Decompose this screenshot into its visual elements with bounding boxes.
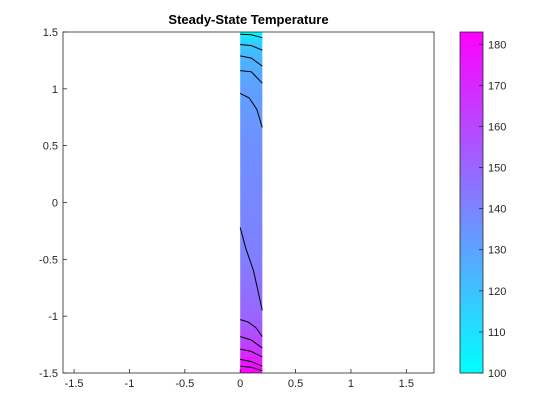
colorbar-tick-label: 130 <box>488 245 506 257</box>
contour-lines <box>239 33 263 372</box>
x-tick-label: 1 <box>348 378 354 390</box>
contour-line <box>240 336 263 349</box>
y-axis: -1.5 -1 -0.5 0 0.5 1 1.5 <box>39 27 67 380</box>
contour-line <box>240 348 263 358</box>
colorbar-tick-label: 110 <box>488 327 506 339</box>
y-tick-label: -1 <box>48 311 58 323</box>
contour-line <box>240 365 263 372</box>
colorbar-tick-label: 150 <box>488 163 506 175</box>
contour-line <box>240 55 263 67</box>
x-tick-label: 1.5 <box>399 378 414 390</box>
colorbar-tick-label: 120 <box>488 286 506 298</box>
colorbar-tick-label: 160 <box>488 121 506 133</box>
colorbar-tick-label: 170 <box>488 80 506 92</box>
colorbar-tick-label: 180 <box>488 39 506 51</box>
x-axis: -1.5 -1 -0.5 0 0.5 1 1.5 <box>65 369 414 390</box>
colorbar-tick-label: 140 <box>488 204 506 216</box>
x-tick-label: -0.5 <box>175 378 194 390</box>
contour-line <box>239 227 263 311</box>
x-tick-label: 0 <box>237 378 243 390</box>
y-tick-label: 0.5 <box>43 141 58 153</box>
y-tick-label: 1 <box>52 84 58 96</box>
y-tick-label: -1.5 <box>39 368 58 380</box>
chart-title: Steady-State Temperature <box>168 12 328 27</box>
colorbar <box>459 31 484 374</box>
y-tick-label: 1.5 <box>43 27 58 39</box>
contour-line <box>240 44 263 51</box>
contour-line <box>240 319 263 337</box>
contour-line <box>239 92 263 128</box>
contour-line <box>240 358 263 367</box>
x-tick-label: 0.5 <box>288 378 303 390</box>
colorbar-axis: 100 110 120 130 140 150 160 170 180 <box>479 39 506 380</box>
x-tick-label: -1 <box>125 378 135 390</box>
y-tick-label: -0.5 <box>39 254 58 266</box>
colorbar-tick-label: 100 <box>488 368 506 380</box>
temperature-field <box>240 32 263 373</box>
contour-line <box>240 70 263 84</box>
contour-line <box>240 33 263 39</box>
y-tick-label: 0 <box>52 198 58 210</box>
x-tick-label: -1.5 <box>65 378 84 390</box>
